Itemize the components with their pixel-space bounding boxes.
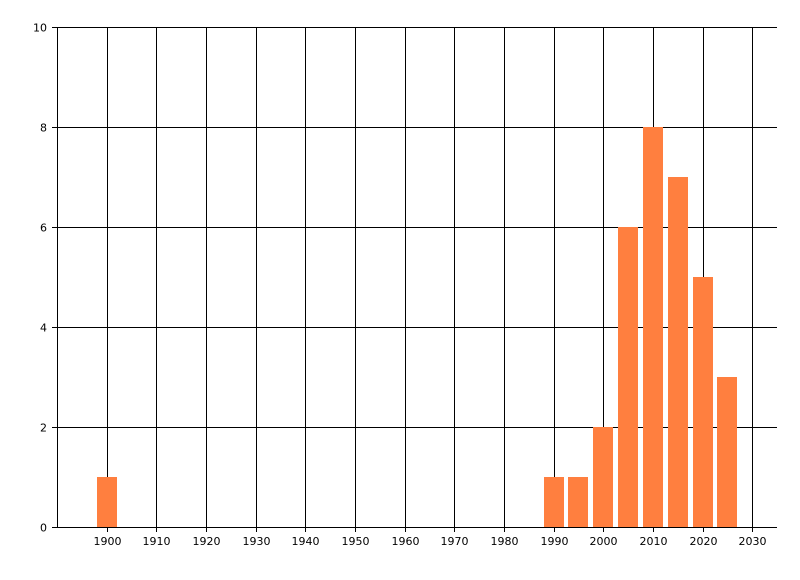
y-tick-label: 2 [40,422,47,435]
bar-1990 [544,477,564,527]
x-tick-label: 2010 [640,535,668,548]
x-tick-label: 1900 [94,535,122,548]
tick-labels: 1900 1910 1920 1930 1940 1950 1960 1970 1980 1990… [33,22,767,549]
y-tick-label: 6 [40,222,47,235]
bar-1995 [568,477,588,527]
bar-1900 [97,477,117,527]
bar-2015 [668,177,688,527]
axes [57,27,777,528]
x-tick-label: 1970 [441,535,469,548]
bar-2005 [618,227,638,527]
y-tick-label: 0 [40,522,47,535]
x-tick-label: 1920 [193,535,221,548]
bar-2000 [593,427,613,527]
x-tick-label: 2020 [690,535,718,548]
x-tick-label: 1960 [392,535,420,548]
y-tick-label: 10 [33,22,47,35]
y-tick-label: 4 [40,322,47,335]
y-tick-label: 8 [40,122,47,135]
x-tick-label: 1940 [292,535,320,548]
bar-2025 [717,377,737,527]
bar-2010 [643,127,663,527]
x-tick-label: 1930 [243,535,271,548]
x-tick-label: 1910 [143,535,171,548]
x-tick-label: 2000 [590,535,618,548]
x-tick-label: 2030 [739,535,767,548]
bars [97,127,737,527]
bar-2020 [693,277,713,527]
x-tick-label: 1990 [541,535,569,548]
x-tick-label: 1950 [342,535,370,548]
x-tick-label: 1980 [491,535,519,548]
